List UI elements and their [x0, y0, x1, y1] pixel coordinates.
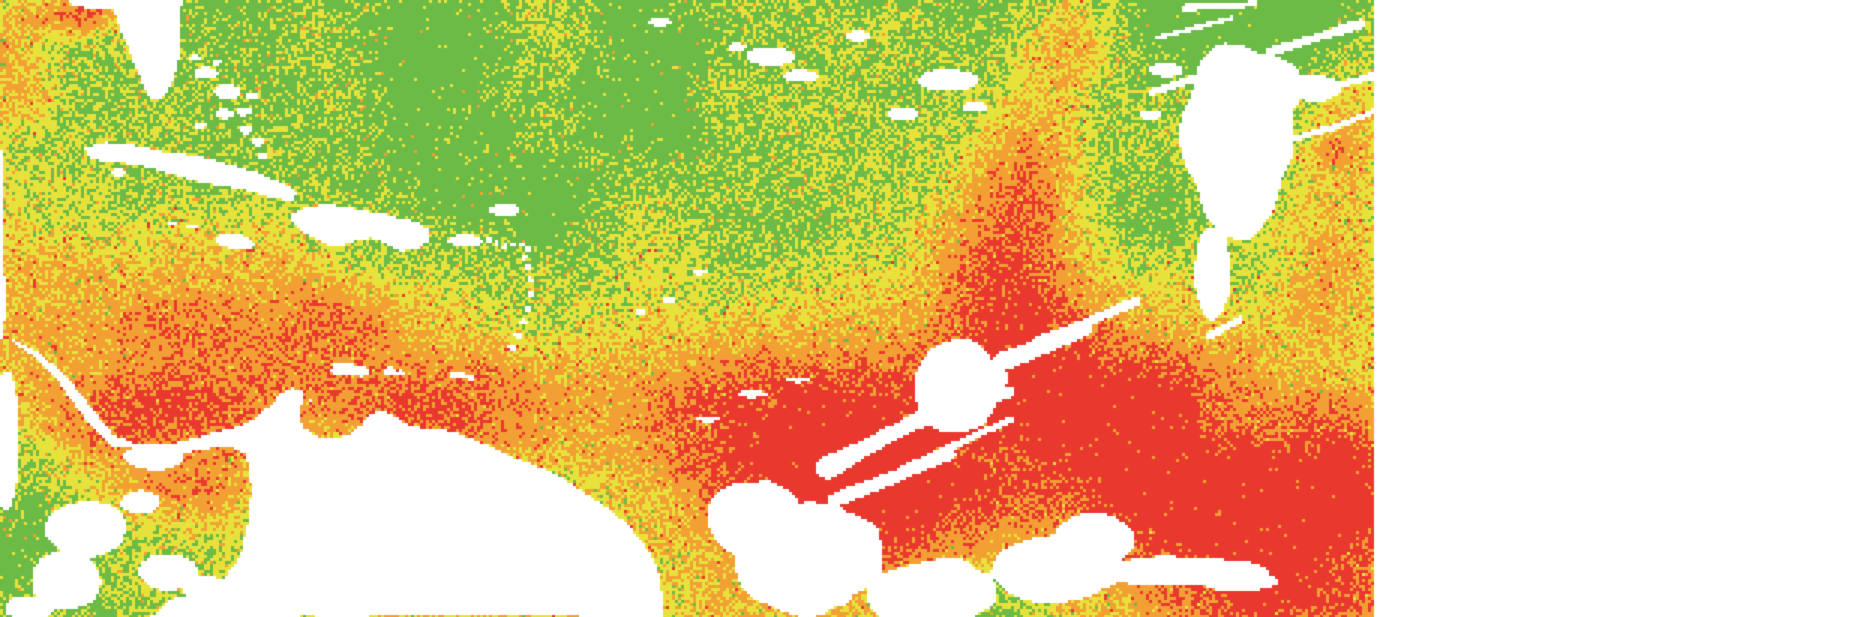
- map-viewport: [0, 0, 1854, 617]
- ocean-raster-map: [0, 0, 1854, 617]
